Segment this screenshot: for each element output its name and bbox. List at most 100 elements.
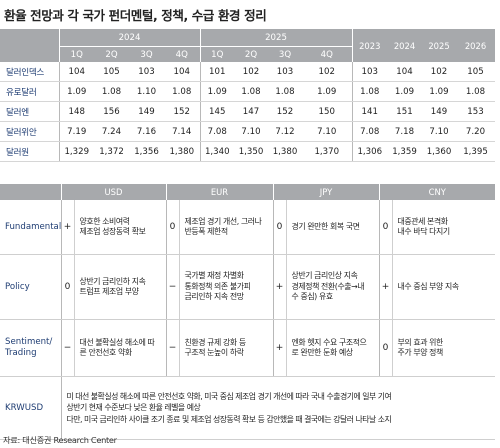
outlook-text: 상반기 금리인상 지속 경제정책 전환(수출→내 수 중심) 유효 (286, 254, 380, 320)
forecast-value: 1,372 (94, 141, 129, 162)
annual-value: 7.08 (352, 121, 387, 142)
outlook-text: 경기 완만한 회복 국면 (286, 200, 380, 255)
outlook-text: 국가별 재정 차별화 통화정책 의존 불가피 금리인하 지속 전망 (179, 254, 274, 320)
currency-pair-label: 달러엔 (0, 101, 60, 122)
forecast-table: 2024 2025 2023 2024 2025 2026 1Q 2Q 3Q 4… (0, 29, 495, 162)
annual-value: 1.08 (352, 81, 387, 102)
annual-value: 102 (422, 62, 456, 82)
forecast-value: 7.08 (200, 121, 234, 142)
annual-value: 153 (456, 101, 495, 122)
annual-value: 7.18 (387, 121, 422, 142)
corner-cell (0, 29, 60, 47)
fundamentals-row: Policy 0 상반기 금리인하 지속 트럼프 제조업 부양 − 국가별 재정 차별화 통… (0, 254, 496, 320)
forecast-value: 152 (164, 101, 201, 122)
annual-value: 149 (422, 101, 456, 122)
outlook-text: 상반기 금리인하 지속 트럼프 제조업 부양 (74, 254, 167, 320)
page-title: 환율 전망과 각 국가 펀더멘털, 정책, 수급 환경 정리 (4, 8, 267, 23)
annual-value: 1.09 (422, 81, 456, 102)
forecast-value: 7.19 (59, 121, 94, 142)
forecast-value: 104 (59, 62, 94, 82)
annual-value: 1,359 (387, 141, 422, 162)
corner-cell (0, 46, 60, 62)
quarter-header: 4Q (164, 46, 201, 62)
annual-value: 1.09 (387, 81, 422, 102)
forecast-value: 7.14 (164, 121, 201, 142)
forecast-value: 145 (200, 101, 234, 122)
forecast-value: 1,380 (164, 141, 201, 162)
outlook-sign: − (61, 319, 75, 377)
annual-value: 105 (456, 62, 495, 82)
forecast-value: 105 (94, 62, 129, 82)
krwusd-summary: 미 대선 불확실성 해소에 따른 안전선호 약화, 미국 중심 제조업 경기 개… (61, 376, 496, 440)
annual-value: 151 (387, 101, 422, 122)
year-2025-header: 2025 (200, 29, 353, 47)
annual-value: 104 (387, 62, 422, 82)
quarter-header: 4Q (302, 46, 353, 62)
outlook-sign: + (273, 254, 287, 320)
forecast-value: 1,340 (200, 141, 234, 162)
forecast-value: 1.08 (94, 81, 129, 102)
outlook-sign: 0 (166, 200, 180, 255)
category-label: Policy (0, 254, 62, 320)
forecast-value: 104 (164, 62, 201, 82)
currency-header-jpy: JPY (273, 184, 380, 200)
forecast-value: 7.12 (268, 121, 302, 142)
outlook-sign: + (61, 200, 75, 255)
outlook-text: 내수 중심 부양 지속 (392, 254, 496, 320)
outlook-text: 양호한 소비여력 제조업 성장동력 확보 (74, 200, 167, 255)
forecast-value: 1,329 (59, 141, 94, 162)
forecast-row: 달러원 1,329 1,372 1,356 1,380 1,340 1,350 1,380 1,… (0, 141, 495, 162)
outlook-text: 엔화 헷지 수요 구조적으 로 완만한 둔화 예상 (286, 319, 380, 377)
annual-value: 103 (352, 62, 387, 82)
outlook-sign: − (166, 254, 180, 320)
currency-pair-label: 유로달러 (0, 81, 60, 102)
currency-header-usd: USD (61, 184, 167, 200)
annual-header: 2026 (456, 29, 495, 62)
forecast-value: 1,356 (129, 141, 164, 162)
outlook-sign: 0 (379, 319, 393, 377)
forecast-value: 1.08 (164, 81, 201, 102)
annual-value: 1.08 (456, 81, 495, 102)
currency-pair-label: 달러원 (0, 141, 60, 162)
forecast-value: 101 (200, 62, 234, 82)
category-header (0, 184, 62, 200)
outlook-sign: 0 (379, 200, 393, 255)
outlook-sign: 0 (273, 200, 287, 255)
forecast-value: 7.24 (94, 121, 129, 142)
forecast-value: 1,350 (234, 141, 268, 162)
forecast-value: 148 (59, 101, 94, 122)
fundamentals-row: Fundamental + 양호한 소비여력 제조업 성장동력 확보 0 제조업 경기 개… (0, 200, 496, 255)
outlook-sign: 0 (61, 254, 75, 320)
outlook-text: 제조업 경기 개선, 그러나 반등폭 제한적 (179, 200, 274, 255)
forecast-value: 149 (129, 101, 164, 122)
forecast-value: 102 (302, 62, 353, 82)
forecast-value: 1.09 (200, 81, 234, 102)
forecast-value: 1.08 (268, 81, 302, 102)
source-note: 자료: 대신증권 Research Center (3, 435, 117, 445)
annual-value: 1,306 (352, 141, 387, 162)
forecast-row: 달러인덱스 104 105 103 104 101 102 103 102 103 104 102 10… (0, 62, 495, 82)
forecast-value: 1.10 (129, 81, 164, 102)
annual-header: 2024 (387, 29, 422, 62)
forecast-row: 달러위안 7.19 7.24 7.16 7.14 7.08 7.10 7.12 7.10 7.08… (0, 121, 495, 142)
outlook-sign: + (379, 254, 393, 320)
forecast-row: 달러엔 148 156 149 152 145 147 152 150 141 151 149 153 (0, 101, 495, 122)
currency-header-eur: EUR (166, 184, 274, 200)
forecast-value: 103 (129, 62, 164, 82)
outlook-sign: − (166, 319, 180, 377)
annual-header: 2025 (422, 29, 456, 62)
quarter-header: 1Q (200, 46, 234, 62)
category-label-krwusd: KRWUSD (0, 376, 62, 440)
annual-value: 1,395 (456, 141, 495, 162)
quarter-header: 3Q (129, 46, 164, 62)
forecast-value: 7.16 (129, 121, 164, 142)
category-label: Sentiment/Trading (0, 319, 62, 377)
annual-value: 141 (352, 101, 387, 122)
forecast-value: 150 (302, 101, 353, 122)
currency-pair-label: 달러인덱스 (0, 62, 60, 82)
quarter-header: 2Q (94, 46, 129, 62)
quarter-header: 3Q (268, 46, 302, 62)
outlook-text: 부의 효과 위한 주가 부양 정책 (392, 319, 496, 377)
